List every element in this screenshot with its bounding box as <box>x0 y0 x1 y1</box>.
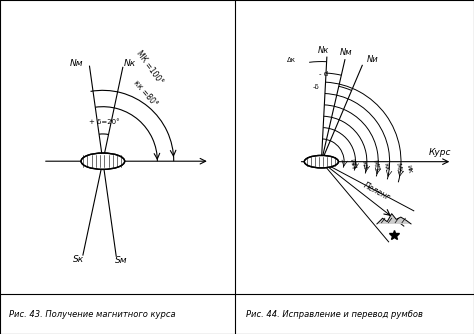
Text: Nи: Nи <box>367 55 379 64</box>
Text: Nк: Nк <box>318 46 329 55</box>
Text: ИП: ИП <box>348 158 356 169</box>
Text: кп: кп <box>360 160 367 169</box>
Text: Δк: Δк <box>287 56 296 62</box>
Text: Nм: Nм <box>70 59 83 68</box>
Text: Sк: Sк <box>73 255 84 264</box>
Text: + δ=20°: + δ=20° <box>89 119 119 125</box>
Ellipse shape <box>304 155 338 168</box>
Text: МП: МП <box>371 160 379 172</box>
Text: Nм: Nм <box>339 48 352 57</box>
Text: Sм: Sм <box>115 256 128 265</box>
Polygon shape <box>377 214 411 224</box>
Text: Пеленг: Пеленг <box>362 181 392 202</box>
Text: МК =100°: МК =100° <box>135 49 165 86</box>
Text: Курс: Курс <box>428 148 451 157</box>
Text: ик: ик <box>405 164 413 173</box>
Text: кк: кк <box>383 162 390 171</box>
Text: Nк: Nк <box>124 59 136 68</box>
Text: -δ: -δ <box>312 84 319 90</box>
Ellipse shape <box>81 153 125 169</box>
Text: МК: МК <box>394 162 402 173</box>
Text: Рис. 44. Исправление и перевод румбов: Рис. 44. Исправление и перевод румбов <box>246 310 423 319</box>
Text: кк =80°: кк =80° <box>132 78 160 109</box>
Text: Рис. 43. Получение магнитного курса: Рис. 43. Получение магнитного курса <box>9 310 176 319</box>
Text: - d: - d <box>319 71 328 77</box>
